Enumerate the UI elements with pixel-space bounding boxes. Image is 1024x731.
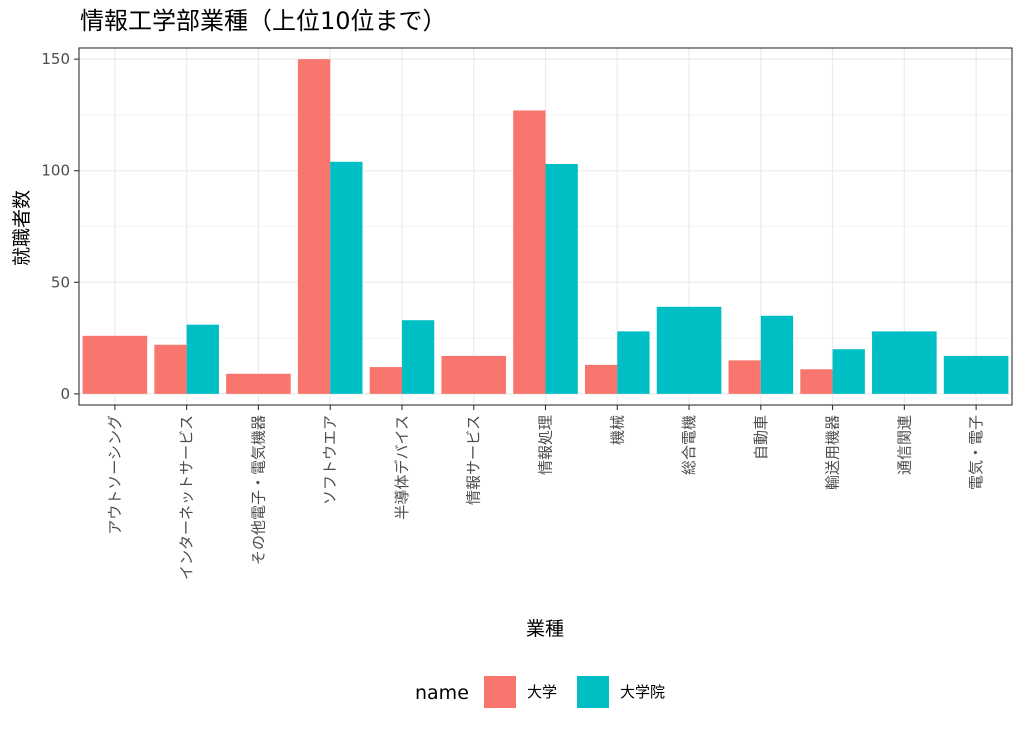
y-tick-label: 50: [51, 273, 70, 291]
bar-graduate: [872, 331, 937, 394]
bars: [82, 59, 1009, 394]
x-tick-label: 輸送用機器: [824, 415, 842, 490]
legend-title: name: [415, 682, 469, 704]
x-axis-title: 業種: [526, 618, 564, 640]
bar-undergrad: [154, 344, 187, 394]
y-axis-title: 就職者数: [11, 190, 33, 266]
y-tick-label: 0: [60, 385, 70, 403]
legend-key-graduate: [577, 676, 609, 708]
chart-title: 情報工学部業種（上位10位まで）: [80, 7, 447, 35]
x-tick-label: 自動車: [752, 415, 770, 460]
bar-graduate: [760, 315, 794, 394]
legend-label-undergrad: 大学: [527, 683, 557, 701]
x-tick-label: 半導体デバイス: [393, 415, 411, 520]
bar-graduate: [545, 164, 578, 394]
bar-graduate: [401, 320, 435, 394]
bar-undergrad: [584, 364, 618, 394]
x-tick-label: 総合電機: [680, 415, 698, 475]
x-tick-label: 電気・電子: [967, 415, 985, 490]
x-tick-label: インターネットサービス: [178, 415, 196, 580]
bar-graduate: [617, 331, 650, 394]
bar-undergrad: [82, 335, 148, 394]
x-tick-label: その他電子・電気機器: [249, 415, 267, 565]
legend: name 大学 大学院: [415, 676, 665, 708]
x-tick-label: ソフトウエア: [321, 415, 339, 505]
bar-undergrad: [297, 59, 331, 394]
bar-undergrad: [226, 373, 291, 394]
bar-graduate: [832, 349, 865, 394]
x-tick-label: アウトソーシング: [106, 415, 124, 535]
x-tick-label: 機械: [608, 415, 626, 445]
y-axis: 0 50 100 150: [41, 50, 79, 403]
bar-undergrad: [369, 367, 402, 394]
y-tick-label: 150: [41, 50, 70, 68]
bar-undergrad: [800, 369, 833, 394]
bar-undergrad: [728, 360, 761, 394]
x-tick-label: 情報処理: [537, 415, 555, 475]
legend-label-graduate: 大学院: [620, 683, 665, 701]
bar-graduate: [186, 324, 219, 394]
x-tick-label: 情報サービス: [465, 415, 483, 505]
y-tick-label: 100: [41, 162, 70, 180]
bar-undergrad: [441, 355, 507, 394]
bar-graduate: [330, 161, 363, 394]
legend-key-undergrad: [484, 676, 516, 708]
x-axis: アウトソーシング インターネットサービス その他電子・電気機器 ソフトウエア 半導体デバ…: [106, 405, 985, 580]
bar-undergrad: [513, 110, 546, 394]
bar-graduate: [943, 355, 1009, 394]
x-tick-label: 通信関連: [895, 415, 913, 475]
bar-graduate: [656, 306, 722, 394]
